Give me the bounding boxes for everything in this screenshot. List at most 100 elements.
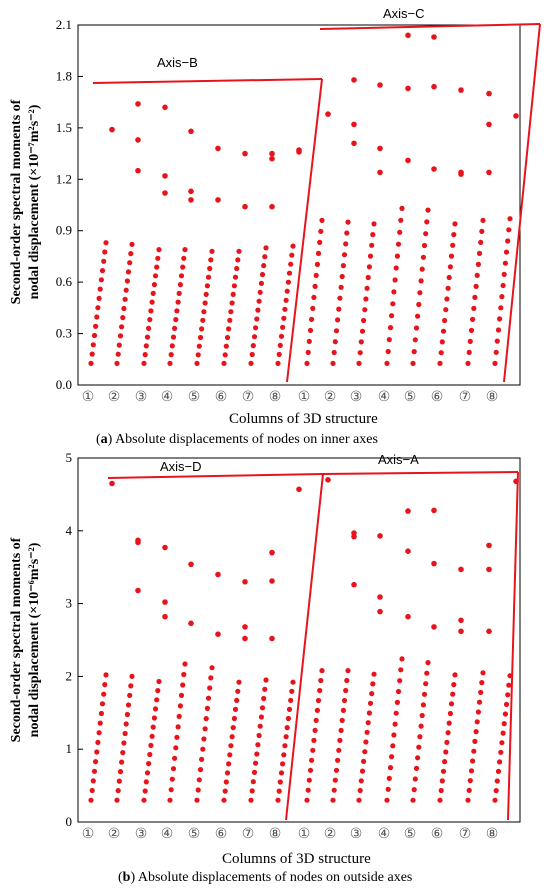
x-column-label: ③ <box>350 826 363 842</box>
data-point <box>470 758 476 764</box>
data-point <box>304 360 310 366</box>
data-point <box>377 608 383 615</box>
data-point <box>269 155 275 162</box>
data-point <box>256 298 262 304</box>
data-point <box>369 691 375 697</box>
y-tick-label: 2.1 <box>56 17 72 32</box>
data-point <box>222 788 228 794</box>
data-point <box>333 328 340 334</box>
data-point <box>288 261 294 267</box>
data-point <box>194 797 200 803</box>
data-point <box>410 360 416 366</box>
data-point <box>337 737 343 744</box>
data-point <box>437 360 443 366</box>
x-column-label: ④ <box>378 389 391 405</box>
data-point <box>411 787 417 793</box>
data-point <box>89 787 95 794</box>
data-point <box>115 788 121 794</box>
data-point <box>234 265 240 272</box>
data-point <box>135 587 141 594</box>
data-point <box>147 751 153 758</box>
data-point <box>387 765 394 771</box>
data-point <box>405 548 411 554</box>
data-point <box>173 745 179 751</box>
data-point <box>173 317 179 323</box>
data-point <box>258 714 264 720</box>
group-label-axis-c: Axis−C <box>383 6 425 21</box>
data-point <box>114 360 120 366</box>
data-point <box>386 775 392 782</box>
data-point <box>486 566 492 573</box>
data-point <box>88 360 94 366</box>
data-point <box>146 761 152 767</box>
data-point <box>188 620 194 627</box>
data-point <box>318 677 324 684</box>
data-point <box>486 90 492 97</box>
data-point <box>263 677 269 683</box>
data-point <box>188 561 194 568</box>
data-point <box>284 288 290 294</box>
data-point <box>330 360 336 366</box>
data-point <box>251 769 258 776</box>
data-point <box>261 263 267 269</box>
data-point <box>444 739 450 746</box>
data-point <box>410 797 416 803</box>
data-point <box>122 730 128 737</box>
data-point <box>358 339 364 345</box>
data-point <box>314 261 320 267</box>
data-point <box>284 725 290 731</box>
data-point <box>473 729 479 735</box>
data-point <box>275 360 281 366</box>
data-point <box>88 797 94 803</box>
data-point <box>176 290 182 296</box>
y-axis-title-b-line1: Second-order spectral moments of <box>9 537 24 742</box>
data-point <box>466 787 472 794</box>
x-column-label: ② <box>108 826 121 842</box>
data-point <box>122 296 128 302</box>
data-point <box>168 352 174 358</box>
data-point <box>339 717 345 724</box>
data-point <box>419 266 425 272</box>
y-tick-label: 1 <box>66 741 73 756</box>
data-point <box>152 706 159 712</box>
axis-group-boundary-line <box>319 23 541 30</box>
y-tick-label: 0.3 <box>56 326 72 341</box>
data-point <box>221 360 227 366</box>
data-point <box>221 797 227 803</box>
data-point <box>306 777 312 783</box>
data-point <box>277 342 283 348</box>
data-point <box>103 240 109 246</box>
data-point <box>251 334 258 340</box>
data-point <box>196 343 202 349</box>
data-point <box>91 768 98 774</box>
data-point <box>416 744 422 750</box>
data-point <box>425 660 431 666</box>
x-column-label: ② <box>108 389 121 405</box>
plot-frame <box>77 24 521 386</box>
data-point <box>331 787 337 793</box>
y-axis-title-a-line2: nodal displacement (×10⁻⁷m²s⁻²) <box>27 104 42 299</box>
data-point <box>143 343 149 349</box>
data-point <box>476 250 483 256</box>
data-point <box>242 203 248 210</box>
data-point <box>114 797 120 803</box>
data-point <box>370 681 376 687</box>
data-point <box>306 338 312 344</box>
data-point <box>174 734 180 740</box>
data-point <box>235 688 241 694</box>
data-point <box>332 777 338 783</box>
group-label-axis-d: Axis−D <box>160 459 202 474</box>
data-point <box>242 150 248 157</box>
data-point <box>236 679 242 685</box>
data-point <box>162 613 168 620</box>
data-point <box>99 268 106 274</box>
x-column-label: ⑦ <box>459 389 472 405</box>
data-point <box>304 797 310 803</box>
data-point <box>242 635 248 642</box>
data-point <box>109 480 115 487</box>
x-column-label: ⑧ <box>486 826 499 842</box>
axis-group-boundary-line <box>503 23 541 383</box>
data-point <box>416 301 422 308</box>
data-point <box>280 324 286 330</box>
